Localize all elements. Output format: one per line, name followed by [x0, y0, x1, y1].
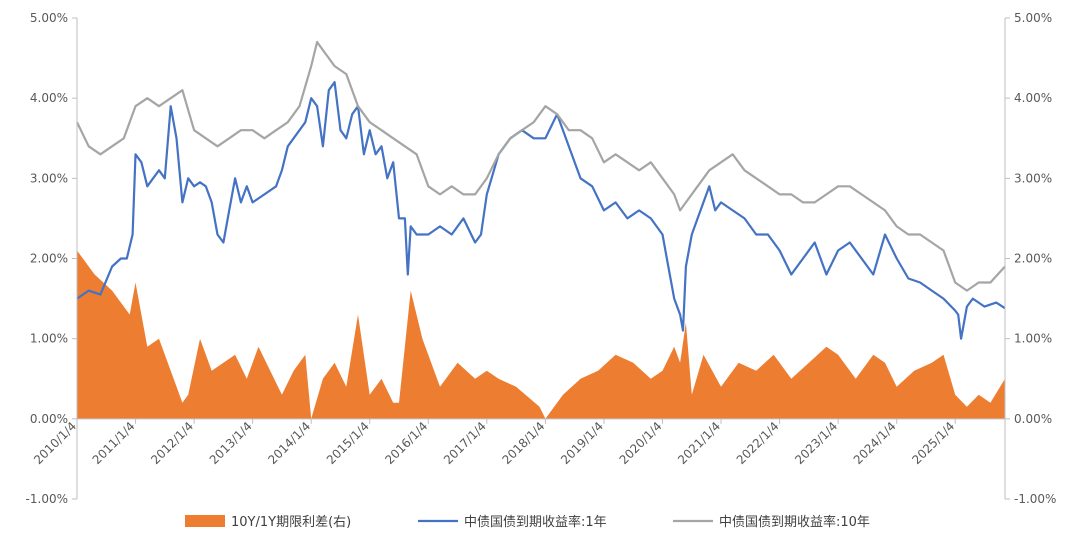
- legend: 10Y/1Y期限利差(右) 中债国债到期收益率:1年 中债国债到期收益率:10年: [185, 514, 870, 530]
- y-left-tick-label: 3.00%: [30, 171, 68, 185]
- y-right-tick-label: -1.00%: [1014, 492, 1056, 506]
- x-tick-label: 2023/1/4: [792, 419, 840, 467]
- y-right-tick-label: 5.00%: [1014, 11, 1052, 25]
- y-right-tick-label: 0.00%: [1014, 412, 1052, 426]
- x-tick-label: 2014/1/4: [265, 419, 313, 467]
- x-tick-label: 2013/1/4: [207, 419, 255, 467]
- x-tick-label: 2016/1/4: [382, 419, 430, 467]
- x-tick-label: 2025/1/4: [909, 419, 957, 467]
- y-left-tick-label: 4.00%: [30, 91, 68, 105]
- y-right-tick-label: 1.00%: [1014, 332, 1052, 346]
- x-tick-label: 2020/1/4: [617, 419, 665, 467]
- y-right-tick-label: 3.00%: [1014, 171, 1052, 185]
- x-tick-label: 2024/1/4: [851, 419, 899, 467]
- line-layer: [76, 40, 1006, 340]
- legend-swatch-area: [185, 515, 225, 527]
- x-tick-label: 2017/1/4: [441, 419, 489, 467]
- legend-label: 10Y/1Y期限利差(右): [231, 515, 351, 530]
- y-left-tick-label: 5.00%: [30, 11, 68, 25]
- legend-label: 中债国债到期收益率:10年: [719, 514, 870, 530]
- axis-layer: -1.00% 0.00% 1.00% 2.00% 3.00% 4.00% 5.00% -1.0…: [26, 11, 1057, 506]
- y-right-tick-label: 4.00%: [1014, 91, 1052, 105]
- series-line-2: [76, 40, 1006, 292]
- x-tick-label: 2019/1/4: [558, 419, 606, 467]
- x-tick-label: 2012/1/4: [148, 419, 196, 467]
- x-tick-label: 2022/1/4: [734, 419, 782, 467]
- y-left-tick-label: 1.00%: [30, 332, 68, 346]
- y-right-tick-label: 2.00%: [1014, 252, 1052, 266]
- area-layer: [77, 250, 1005, 419]
- y-left-tick-label: 0.00%: [30, 412, 68, 426]
- y-left-tick-label: -1.00%: [26, 492, 68, 506]
- legend-label: 中债国债到期收益率:1年: [464, 514, 607, 530]
- y-left-tick-label: 2.00%: [30, 252, 68, 266]
- x-tick-label: 2018/1/4: [499, 419, 547, 467]
- x-tick-label: 2011/1/4: [90, 419, 138, 467]
- x-tick-label: 2015/1/4: [324, 419, 372, 467]
- x-tick-label: 2021/1/4: [675, 419, 723, 467]
- x-tick-label: 2010/1/4: [31, 419, 79, 467]
- series-line-1: [76, 81, 1006, 340]
- series-area-spread: [77, 250, 1005, 419]
